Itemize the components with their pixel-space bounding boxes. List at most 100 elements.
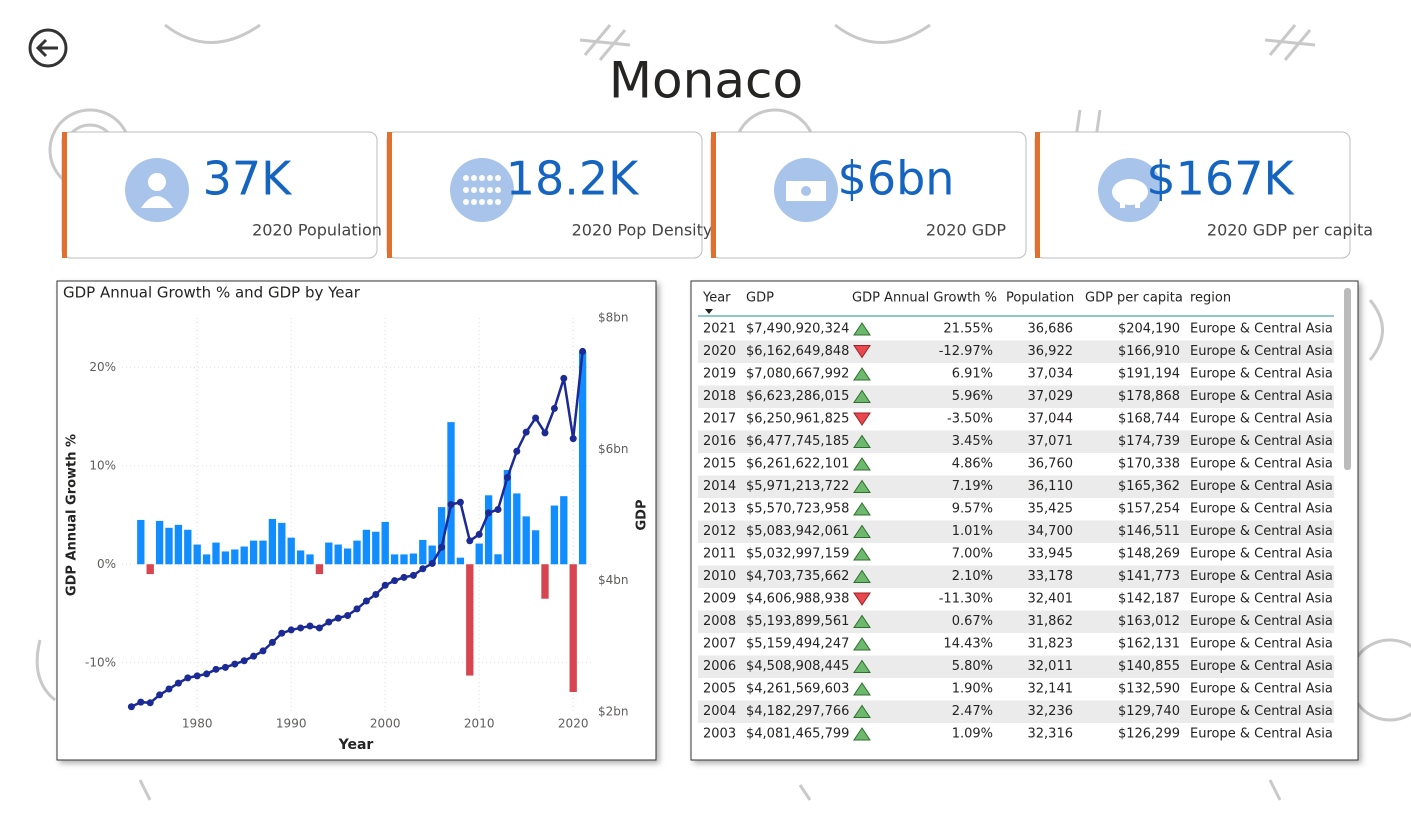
line-marker	[391, 577, 399, 585]
kpi-value: 37K	[203, 152, 294, 206]
kpi-value: $6bn	[838, 152, 955, 206]
table-cell: 31,823	[1028, 637, 1074, 652]
card-accent	[62, 132, 67, 258]
table-cell: Europe & Central Asia	[1190, 524, 1333, 539]
table-cell: 0.67%	[952, 614, 993, 629]
bar	[315, 564, 324, 575]
up-indicator	[853, 727, 871, 741]
icon-shape	[801, 186, 811, 196]
down-indicator	[853, 592, 871, 606]
table-cell: $5,570,723,958	[746, 502, 849, 517]
table-cell: 37,034	[1028, 367, 1074, 382]
table-cell: 2015	[703, 457, 736, 472]
table-cell: Europe & Central Asia	[1190, 389, 1333, 404]
line-marker	[268, 638, 276, 646]
table-cell: 7.19%	[952, 479, 993, 494]
table-cell: $6,250,961,825	[746, 412, 849, 427]
table-cell: 5.96%	[952, 389, 993, 404]
table-cell: 37,071	[1028, 434, 1074, 449]
icon-shape	[479, 199, 485, 205]
y2-tick-label: $6bn	[598, 442, 629, 456]
line-marker	[165, 685, 173, 693]
bar	[484, 495, 493, 565]
table-cell: 2010	[703, 569, 736, 584]
table-cell: 2013	[703, 502, 736, 517]
table-cell: 2007	[703, 637, 736, 652]
line-marker	[438, 543, 446, 551]
line-marker	[259, 647, 267, 655]
table-cell: 21.55%	[943, 322, 993, 337]
table-cell: Europe & Central Asia	[1190, 727, 1333, 742]
table-cell: 2006	[703, 659, 736, 674]
bar	[437, 507, 446, 565]
table-cell: 2020	[703, 344, 736, 359]
icon-shape	[141, 196, 173, 208]
kpi-value: 18.2K	[506, 152, 640, 206]
x-axis-label: Year	[338, 737, 374, 753]
y-axis-label: GDP Annual Growth %	[65, 434, 80, 596]
bar	[447, 422, 455, 565]
table-cell: -11.30%	[939, 592, 993, 607]
line-marker	[193, 672, 201, 680]
line-marker	[532, 414, 540, 422]
x-tick-label: 2020	[558, 717, 589, 731]
scrollbar[interactable]	[1344, 288, 1351, 470]
table-cell: $170,338	[1118, 457, 1180, 472]
card-accent	[1035, 132, 1040, 258]
bar	[400, 554, 408, 565]
line-marker	[428, 559, 436, 567]
icon-shape	[479, 175, 485, 181]
table-cell: 2004	[703, 704, 736, 719]
bar	[503, 469, 512, 565]
y-tick-label: -10%	[85, 655, 116, 669]
up-indicator	[853, 457, 871, 471]
up-indicator	[853, 547, 871, 561]
back-button[interactable]	[28, 28, 68, 68]
table-cell: 37,044	[1028, 412, 1074, 427]
bar	[296, 550, 305, 565]
x-tick-label: 1990	[276, 717, 307, 731]
table-cell: 32,316	[1028, 727, 1074, 742]
line-marker	[522, 428, 530, 436]
table-cell: 5.80%	[952, 659, 993, 674]
table-cell: $165,362	[1118, 479, 1180, 494]
bar	[343, 548, 352, 565]
line-marker	[184, 674, 192, 682]
table-cell: 2008	[703, 614, 736, 629]
bar	[221, 551, 230, 565]
bar	[165, 527, 173, 565]
table-cell: $141,773	[1118, 569, 1180, 584]
line-marker	[325, 618, 333, 626]
table-cell: 32,236	[1028, 704, 1074, 719]
bar	[456, 557, 465, 565]
table-cell: Europe & Central Asia	[1190, 434, 1333, 449]
table-cell: $142,187	[1118, 592, 1180, 607]
table-cell: Europe & Central Asia	[1190, 479, 1333, 494]
icon-shape	[495, 187, 501, 193]
bar	[531, 530, 540, 565]
table-cell: $5,032,997,159	[746, 547, 849, 562]
x-tick-label: 1980	[182, 717, 213, 731]
line-marker	[353, 605, 361, 613]
icon-shape	[148, 173, 166, 191]
line-marker	[372, 590, 380, 598]
table-cell: 7.00%	[952, 547, 993, 562]
bar	[560, 496, 568, 565]
kpi-label: 2020 GDP per capita	[1207, 221, 1373, 240]
table-cell: 2011	[703, 547, 736, 562]
line-marker	[419, 565, 427, 573]
table-cell: Europe & Central Asia	[1190, 659, 1333, 674]
line-marker	[231, 660, 239, 668]
table-cell: 2017	[703, 412, 736, 427]
table-cell: $166,910	[1118, 344, 1180, 359]
table-cell: $6,477,745,185	[746, 434, 849, 449]
y-tick-label: 10%	[89, 458, 116, 472]
table-cell: 36,686	[1028, 322, 1074, 337]
line-marker	[409, 571, 417, 579]
up-indicator	[853, 614, 871, 628]
line-marker	[494, 505, 502, 513]
bar	[193, 544, 201, 565]
table-cell: $174,739	[1118, 434, 1180, 449]
icon-shape	[487, 175, 493, 181]
